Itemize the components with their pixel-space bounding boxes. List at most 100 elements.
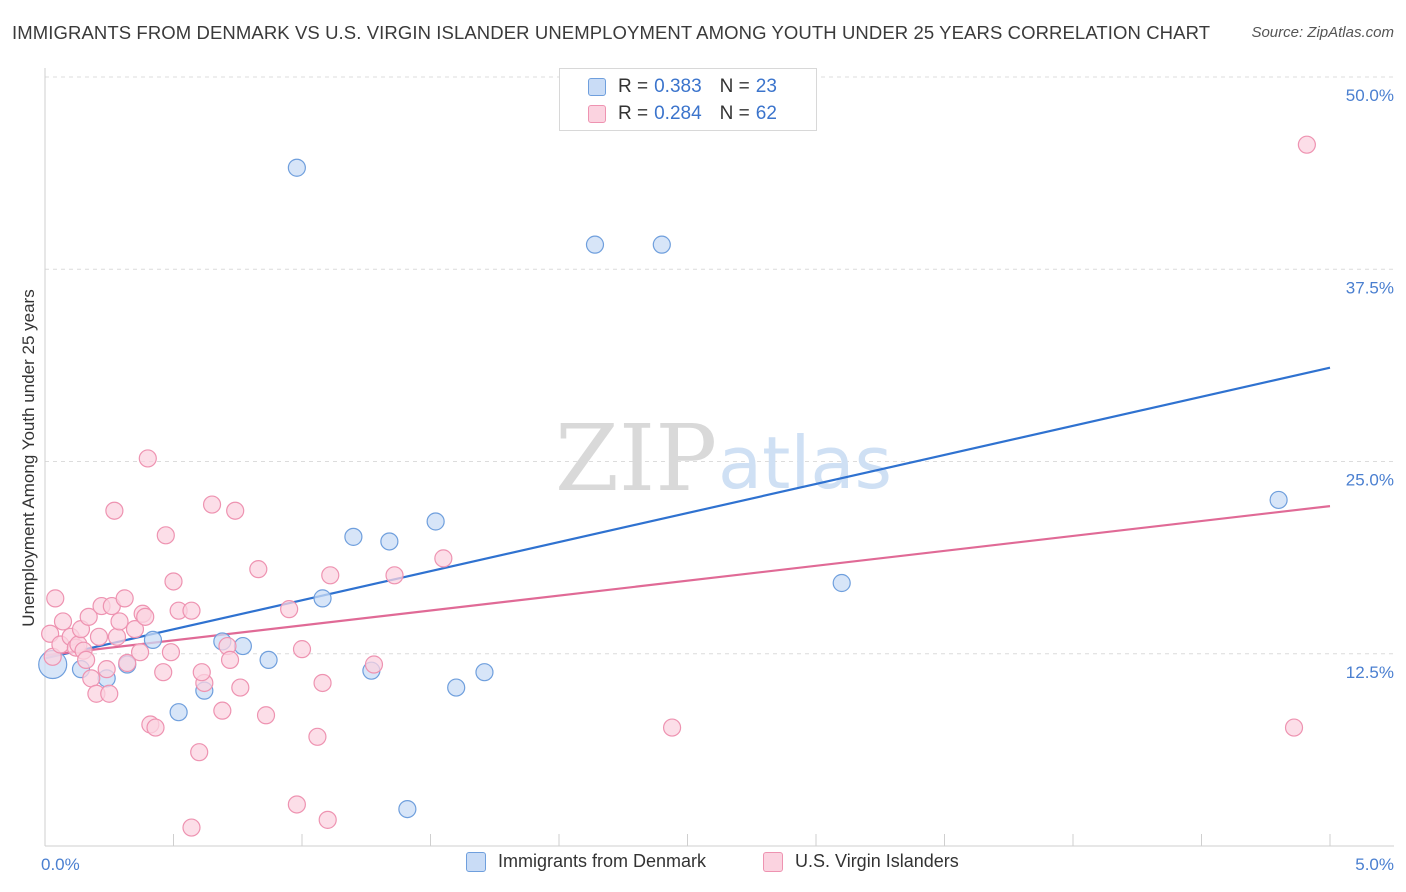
point-virgin-islanders — [161, 643, 181, 662]
point-virgin-islanders — [146, 718, 165, 737]
trend-line-denmark — [44, 366, 1331, 660]
point-denmark — [143, 630, 163, 650]
point-virgin-islanders — [154, 663, 173, 682]
y-axis-label: Unemployment Among Youth under 25 years — [19, 289, 38, 626]
y-tick-label: 12.5% — [1346, 663, 1394, 682]
point-virgin-islanders — [105, 501, 124, 520]
trend-lines — [44, 366, 1331, 660]
legend-n-value: 23 — [755, 76, 777, 97]
point-virgin-islanders — [1284, 718, 1304, 737]
correlation-legend: R = 0.383 N = 23 R = 0.284 N = 62 — [559, 68, 817, 131]
legend-r-label: R = — [618, 76, 649, 97]
point-denmark — [832, 573, 851, 593]
legend-row-virgin-islanders: R = 0.284 N = 62 — [588, 102, 777, 126]
point-virgin-islanders — [79, 607, 98, 626]
point-denmark — [447, 678, 466, 697]
point-virgin-islanders — [82, 669, 101, 688]
axes — [44, 68, 1394, 847]
point-virgin-islanders — [434, 549, 453, 568]
legend-swatch-virgin-islanders — [588, 105, 606, 123]
legend-swatch-denmark — [588, 78, 606, 96]
point-virgin-islanders — [182, 818, 201, 837]
point-denmark — [380, 532, 399, 551]
data-points — [38, 135, 1316, 837]
chart-title: IMMIGRANTS FROM DENMARK VS U.S. VIRGIN I… — [12, 22, 1211, 43]
point-virgin-islanders — [77, 650, 96, 670]
series-name-virgin-islanders: U.S. Virgin Islanders — [795, 851, 959, 871]
point-virgin-islanders — [364, 655, 384, 674]
point-denmark — [398, 799, 417, 819]
point-denmark — [259, 650, 278, 670]
x-tick-label: 5.0% — [1355, 855, 1394, 874]
legend-r-value: 0.284 — [654, 103, 702, 124]
point-denmark — [287, 158, 306, 177]
point-virgin-islanders — [226, 501, 245, 520]
watermark: ZIP atlas — [555, 405, 892, 512]
point-virgin-islanders — [182, 601, 201, 620]
point-virgin-islanders — [220, 650, 240, 670]
point-denmark — [233, 636, 252, 656]
point-virgin-islanders — [125, 620, 145, 639]
point-denmark — [169, 703, 188, 722]
y-tick-label: 25.0% — [1346, 471, 1394, 490]
series-swatch-virgin-islanders — [763, 851, 783, 872]
watermark-zip: ZIP — [555, 405, 717, 512]
legend-row-denmark: R = 0.383 N = 23 — [588, 75, 777, 99]
point-virgin-islanders — [292, 640, 312, 659]
source-label: Source: ZipAtlas.com — [1251, 24, 1394, 41]
x-tick-label: 0.0% — [41, 855, 80, 874]
point-virgin-islanders — [97, 660, 116, 679]
point-denmark — [313, 589, 332, 608]
legend-n-value: 62 — [755, 103, 777, 124]
point-virgin-islanders — [164, 572, 183, 591]
point-virgin-islanders — [46, 589, 65, 608]
point-denmark — [344, 527, 363, 546]
point-virgin-islanders — [231, 678, 250, 697]
point-virgin-islanders — [136, 607, 155, 626]
point-denmark — [585, 235, 605, 254]
series-swatch-denmark — [466, 851, 486, 872]
point-virgin-islanders — [280, 600, 299, 619]
point-virgin-islanders — [130, 643, 150, 662]
tick-labels: 12.5% 25.0% 37.5% 50.0% 0.0% 5.0% — [41, 86, 1394, 874]
point-virgin-islanders — [156, 526, 175, 545]
watermark-atlas: atlas — [718, 421, 892, 505]
point-virgin-islanders — [192, 663, 211, 682]
point-virgin-islanders — [107, 627, 127, 646]
point-denmark — [426, 512, 445, 531]
point-virgin-islanders — [1297, 135, 1316, 154]
legend-r-value: 0.383 — [654, 76, 702, 97]
point-virgin-islanders — [110, 612, 129, 631]
y-tick-label: 50.0% — [1346, 86, 1394, 105]
point-virgin-islanders — [190, 743, 209, 762]
point-virgin-islanders — [308, 727, 327, 746]
point-virgin-islanders — [138, 449, 157, 468]
legend-r-label: R = — [618, 103, 649, 124]
point-denmark — [652, 235, 671, 254]
point-virgin-islanders — [256, 706, 276, 725]
point-virgin-islanders — [662, 718, 682, 737]
point-denmark — [475, 663, 494, 682]
point-virgin-islanders — [89, 627, 109, 646]
point-virgin-islanders — [321, 566, 340, 585]
point-virgin-islanders — [249, 560, 268, 579]
legend-n-label: N = — [719, 103, 750, 124]
series-legend-virgin-islanders: U.S. Virgin Islanders — [763, 851, 959, 872]
trend-line-virgin-islanders — [44, 505, 1331, 657]
point-denmark — [1269, 490, 1288, 510]
point-virgin-islanders — [313, 673, 332, 693]
point-virgin-islanders — [385, 566, 404, 585]
series-name-denmark: Immigrants from Denmark — [498, 851, 707, 871]
point-virgin-islanders — [213, 701, 232, 720]
series-legend-denmark: Immigrants from Denmark — [466, 851, 706, 872]
point-virgin-islanders — [202, 495, 222, 514]
grid — [45, 76, 1394, 655]
y-tick-label: 37.5% — [1346, 278, 1394, 297]
point-virgin-islanders — [287, 795, 306, 814]
point-virgin-islanders — [115, 589, 134, 608]
point-virgin-islanders — [118, 653, 137, 673]
point-virgin-islanders — [53, 612, 73, 631]
point-virgin-islanders — [318, 810, 337, 829]
point-virgin-islanders — [100, 684, 119, 703]
